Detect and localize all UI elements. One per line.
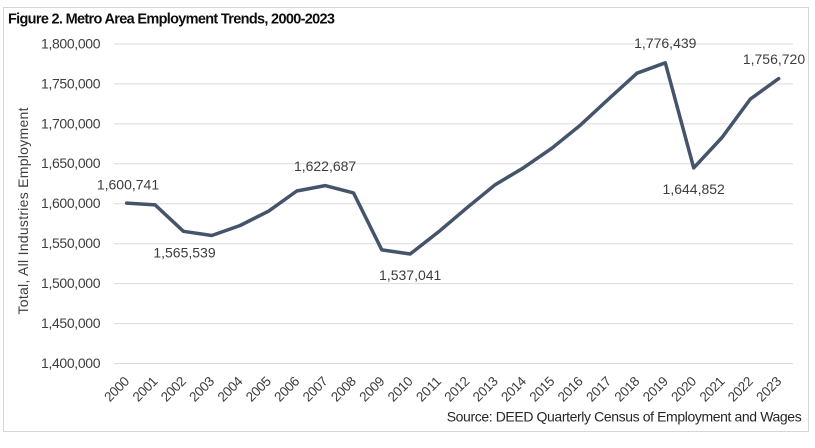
- svg-text:1,776,439: 1,776,439: [634, 35, 696, 51]
- svg-text:1,700,000: 1,700,000: [41, 115, 101, 131]
- svg-text:1,537,041: 1,537,041: [379, 267, 441, 283]
- svg-text:1,565,539: 1,565,539: [153, 245, 215, 261]
- svg-text:Total, All Industries Employme: Total, All Industries Employment: [15, 107, 31, 314]
- svg-text:1,650,000: 1,650,000: [41, 155, 101, 171]
- svg-text:1,800,000: 1,800,000: [41, 35, 101, 51]
- svg-text:1,622,687: 1,622,687: [294, 158, 356, 174]
- svg-text:1,450,000: 1,450,000: [41, 315, 101, 331]
- svg-text:1,500,000: 1,500,000: [41, 275, 101, 291]
- svg-text:1,600,000: 1,600,000: [41, 195, 101, 211]
- svg-text:Figure 2. Metro Area Employmen: Figure 2. Metro Area Employment Trends, …: [8, 12, 335, 28]
- svg-text:1,644,852: 1,644,852: [663, 181, 725, 197]
- svg-text:1,750,000: 1,750,000: [41, 75, 101, 91]
- svg-text:1,600,741: 1,600,741: [97, 176, 159, 192]
- svg-text:Source: DEED Quarterly Census: Source: DEED Quarterly Census of Employm…: [447, 409, 802, 425]
- svg-text:1,400,000: 1,400,000: [41, 355, 101, 371]
- svg-text:1,756,720: 1,756,720: [743, 51, 805, 67]
- svg-text:1,550,000: 1,550,000: [41, 235, 101, 251]
